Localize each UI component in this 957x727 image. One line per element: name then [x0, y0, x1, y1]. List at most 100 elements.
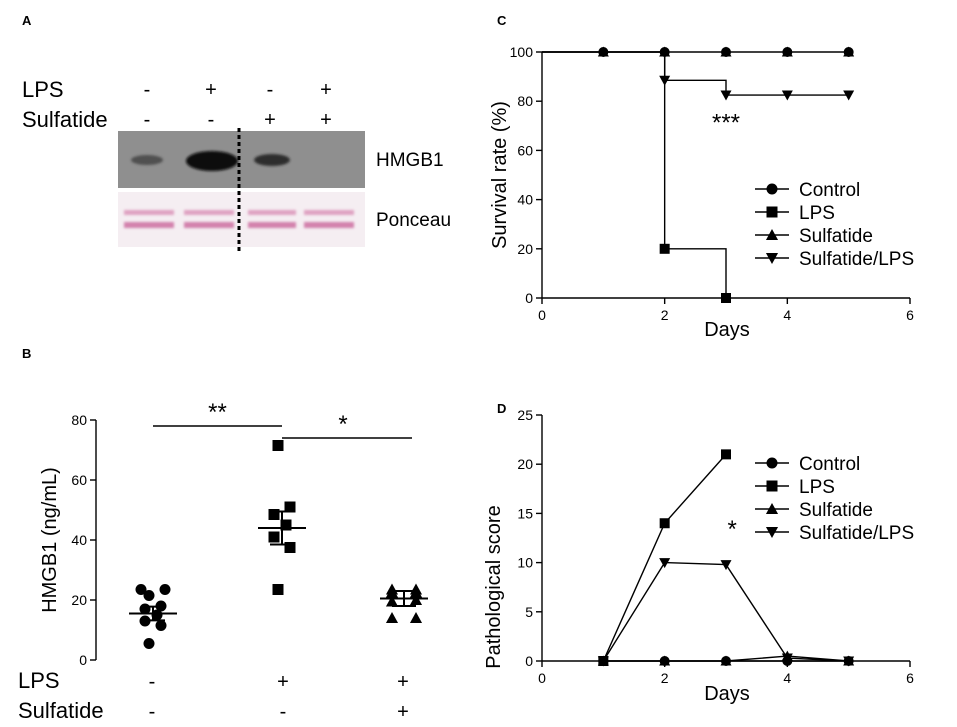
b-marks: ** *	[129, 399, 428, 649]
c-y-tick-label: 0	[525, 290, 533, 306]
b-sulfatide-sign-3: +	[397, 701, 409, 723]
c-y-tick-label: 60	[517, 142, 533, 158]
d-point-sulfatide-lps	[843, 656, 855, 667]
c-legend-marker-sulfatide	[765, 228, 779, 240]
c-marks: ***	[542, 46, 855, 303]
b-point-lps	[268, 509, 280, 520]
d-point-sulfatide	[659, 655, 671, 666]
c-x-tick-label: 2	[661, 307, 669, 323]
d-axes: 0 5 10 15 20 25 0 2 4 6	[517, 407, 914, 686]
b-axes: 0 20 40 60 80	[71, 412, 97, 668]
b-y-axis-title: HMGB1 (ng/mL)	[39, 467, 61, 613]
b-point-sulfatide-lps	[385, 611, 399, 623]
c-point-lps	[659, 243, 670, 254]
d-legend-label-lps: LPS	[799, 477, 835, 498]
panel-b-letter: B	[22, 346, 31, 361]
d-legend-marker-lps	[766, 480, 778, 492]
b-point-lps	[284, 542, 296, 553]
b-sulfatide-sign-2: -	[280, 701, 287, 723]
d-legend-label-control: Control	[799, 454, 860, 475]
lps-sign-lane4: +	[320, 79, 332, 101]
b-lps-sign-2: +	[277, 671, 289, 693]
c-point-sulfatide	[781, 46, 793, 57]
d-point-lps	[659, 518, 670, 529]
hmgb1-band-lane1	[131, 155, 163, 165]
c-x-tick-label: 4	[783, 307, 791, 323]
hmgb1-label: HMGB1	[376, 150, 444, 171]
c-y-tick-label: 20	[517, 241, 533, 257]
b-y-tick-label: 0	[79, 652, 87, 668]
panel-c-letter: C	[497, 13, 507, 28]
c-y-axis-title: Survival rate (%)	[489, 101, 511, 249]
b-y-tick-label: 60	[71, 472, 87, 488]
b-point-sulfatide-lps	[385, 583, 399, 595]
d-x-tick-label: 6	[906, 670, 914, 686]
b-point-lps	[272, 440, 284, 451]
lps-row-label: LPS	[22, 77, 64, 102]
d-point-sulfatide-lps	[659, 558, 671, 569]
d-marks: *	[597, 449, 855, 667]
c-point-sulfatide-lps	[843, 90, 855, 101]
d-y-axis-title: Pathological score	[483, 505, 505, 668]
b-point-lps	[272, 584, 284, 595]
c-y-tick-label: 40	[517, 192, 533, 208]
d-y-tick-label: 25	[517, 407, 533, 423]
d-point-lps	[721, 449, 731, 460]
c-legend-label-lps: LPS	[799, 203, 835, 224]
c-point-sulfatide-lps	[720, 90, 732, 101]
d-y-tick-label: 20	[517, 456, 533, 472]
c-x-tick-label: 6	[906, 307, 914, 323]
c-line-lps	[542, 51, 727, 298]
c-legend-marker-sulfatide-lps	[765, 253, 779, 265]
panel-a-letter: A	[22, 13, 32, 28]
d-legend-marker-sulfatide-lps	[765, 527, 779, 539]
d-y-tick-label: 10	[517, 555, 533, 571]
d-x-tick-label: 0	[538, 670, 546, 686]
b-point-lps	[280, 519, 292, 531]
b-y-tick-label: 20	[71, 592, 87, 608]
lps-sign-lane1: -	[144, 79, 151, 101]
d-x-tick-label: 2	[661, 670, 669, 686]
c-point-sulfatide	[720, 46, 732, 57]
c-legend-marker-control	[766, 183, 778, 195]
b-sulfatide-row-label: Sulfatide	[18, 698, 104, 723]
sulfatide-sign-lane3: +	[264, 109, 276, 131]
d-point-sulfatide-lps	[781, 653, 793, 664]
c-y-tick-label: 80	[517, 93, 533, 109]
d-point-sulfatide	[720, 655, 732, 666]
d-y-tick-label: 15	[517, 505, 533, 521]
b-point-sulfatide-lps	[409, 583, 423, 595]
c-x-axis-title: Days	[704, 319, 750, 341]
c-legend-label-control: Control	[799, 180, 860, 201]
b-significance-label: **	[208, 399, 227, 426]
c-annotation: ***	[712, 110, 740, 137]
c-point-sulfatide	[843, 46, 855, 57]
c-legend-label-sulfatide: Sulfatide	[799, 226, 873, 247]
b-point-control	[143, 590, 155, 601]
d-point-sulfatide-lps	[597, 656, 609, 667]
lps-sign-lane3: -	[267, 79, 274, 101]
d-annotation: *	[727, 516, 736, 543]
b-lps-sign-1: -	[149, 671, 156, 693]
b-point-sulfatide-lps	[385, 595, 399, 607]
c-legend-label-sulfatide-lps: Sulfatide/LPS	[799, 249, 914, 270]
d-legend-label-sulfatide-lps: Sulfatide/LPS	[799, 523, 914, 544]
b-y-tick-label: 40	[71, 532, 87, 548]
d-x-axis-title: Days	[704, 683, 750, 705]
b-point-control	[155, 620, 167, 631]
d-point-sulfatide-lps	[720, 560, 732, 571]
b-lps-row-label: LPS	[18, 668, 60, 693]
c-point-sulfatide-lps	[781, 90, 793, 101]
hmgb1-band-lane2	[186, 151, 238, 171]
ponceau-blot	[118, 192, 365, 247]
d-legend-marker-sulfatide	[765, 502, 779, 514]
b-point-sulfatide-lps	[409, 611, 423, 623]
d-legend-marker-control	[766, 457, 778, 469]
b-lps-sign-3: +	[397, 671, 409, 693]
lps-sign-lane2: +	[205, 79, 217, 101]
c-point-sulfatide-lps	[659, 75, 671, 86]
d-y-tick-label: 0	[525, 653, 533, 669]
